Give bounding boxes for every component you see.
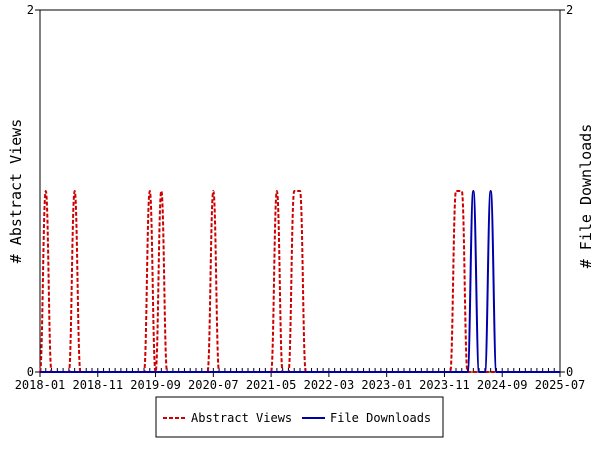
legend-label-file-downloads: File Downloads bbox=[330, 411, 431, 425]
x-tick-label: 2023-11 bbox=[419, 378, 470, 392]
legend-box bbox=[155, 396, 444, 438]
x-tick-label: 2018-11 bbox=[72, 378, 123, 392]
y-right-tick-label: 0 bbox=[566, 365, 573, 379]
tick-labels: 2018-01 2018-11 2019-09 2020-07 2021-05 2022-… bbox=[15, 3, 586, 392]
x-tick-label: 2020-07 bbox=[188, 378, 239, 392]
y-left-tick-label: 0 bbox=[27, 365, 34, 379]
series-layer bbox=[39, 189, 560, 374]
series-line-file-downloads bbox=[40, 189, 560, 373]
y-axis-left-title: # Abstract Views bbox=[7, 119, 25, 264]
x-tick-label: 2023-01 bbox=[361, 378, 412, 392]
y-left-tick-label: 2 bbox=[27, 3, 34, 17]
legend: Abstract Views File Downloads bbox=[155, 396, 444, 438]
x-tick-label: 2025-07 bbox=[535, 378, 586, 392]
x-tick-label: 2018-01 bbox=[15, 378, 66, 392]
x-tick-label: 2019-09 bbox=[130, 378, 181, 392]
x-tick-label: 2022-03 bbox=[304, 378, 355, 392]
x-tick-label: 2024-09 bbox=[477, 378, 528, 392]
y-axis-right-title: # File Downloads bbox=[577, 124, 595, 269]
legend-label-abstract-views: Abstract Views bbox=[191, 411, 292, 425]
y-right-tick-label: 2 bbox=[566, 3, 573, 17]
x-tick-label: 2021-05 bbox=[246, 378, 297, 392]
